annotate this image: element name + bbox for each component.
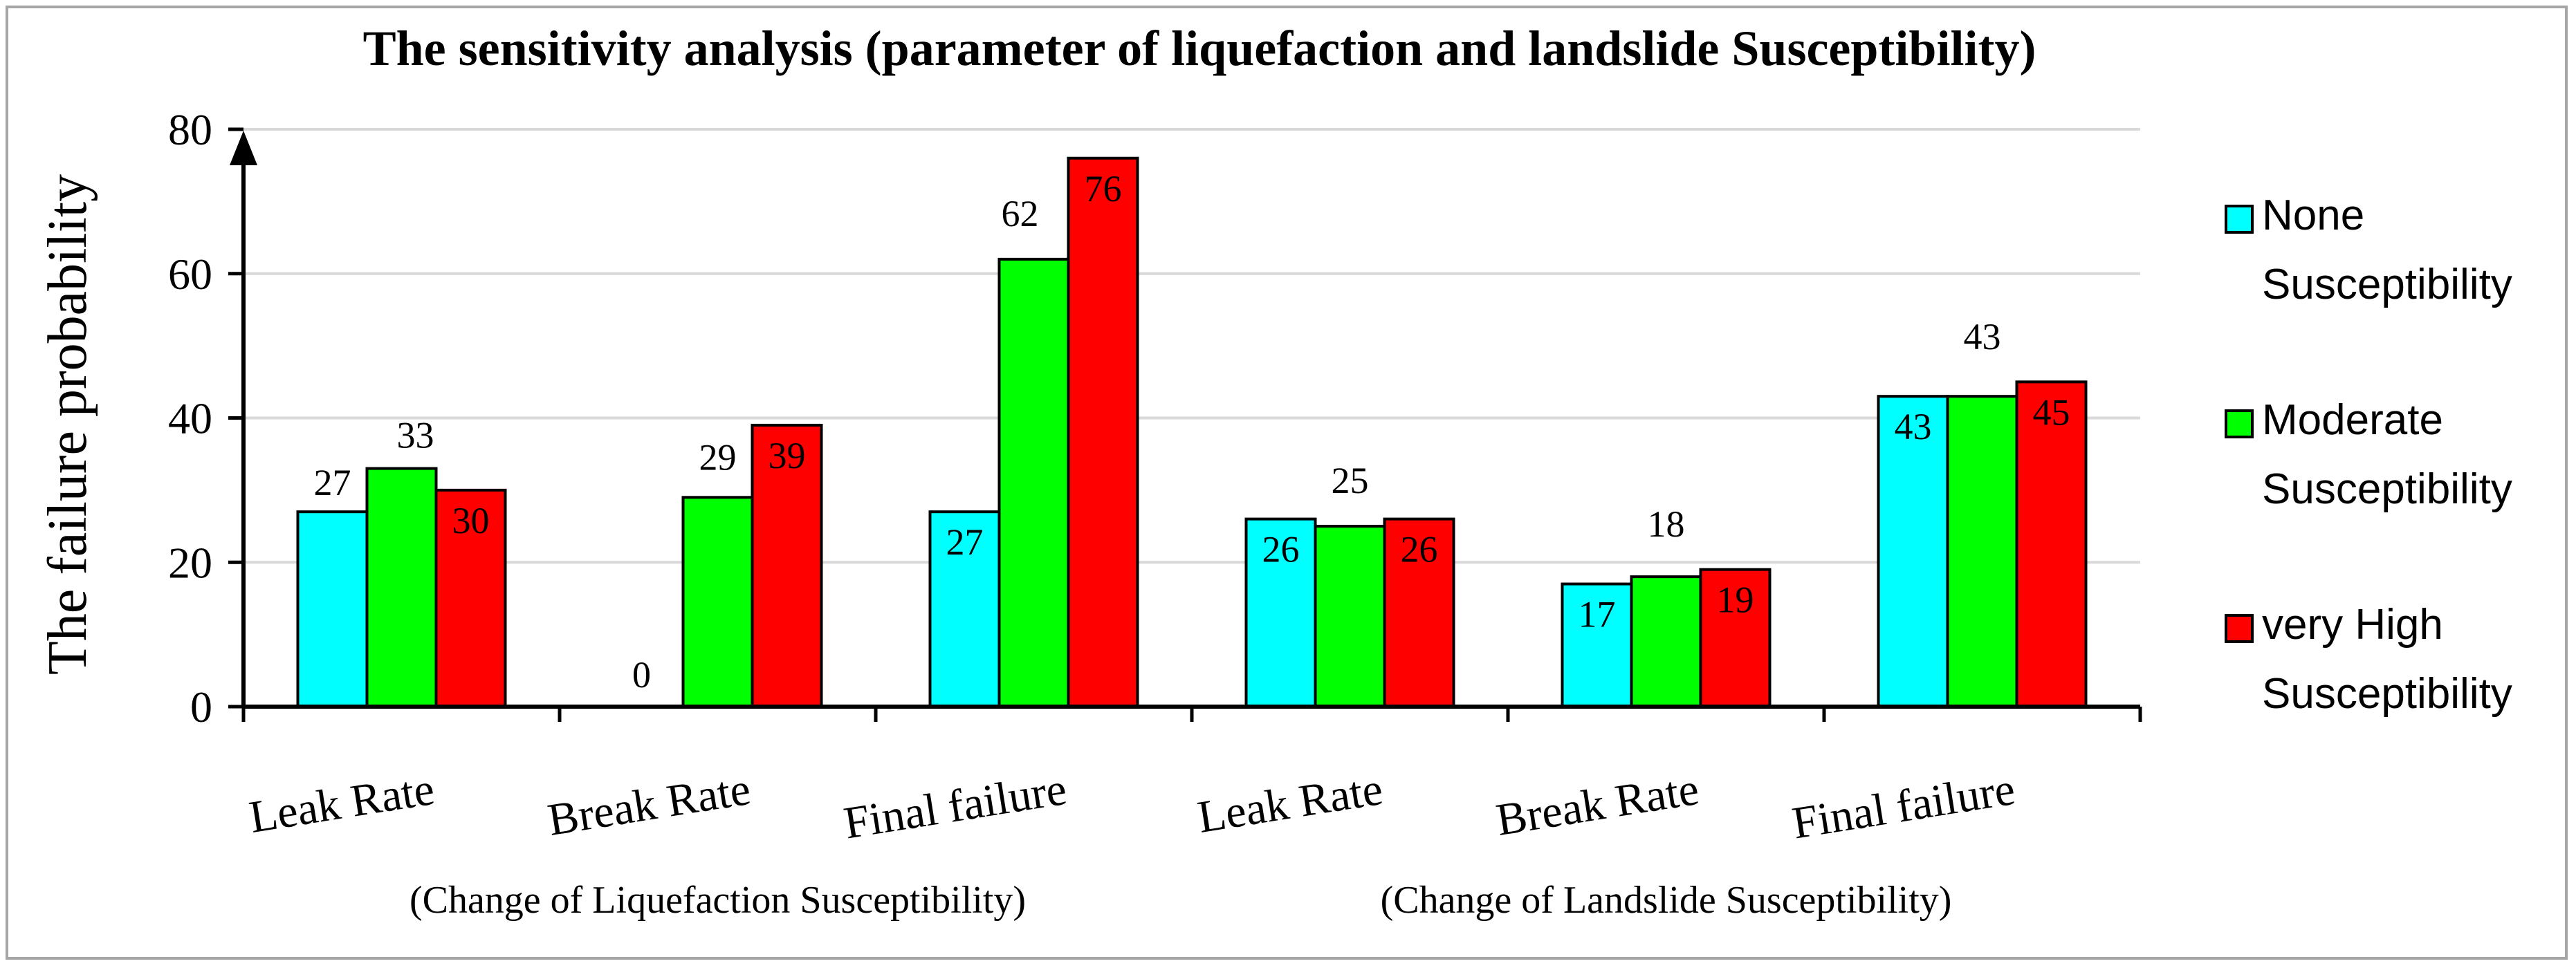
legend-label-1: None <box>2262 192 2364 239</box>
bar-2-4 <box>1314 525 1386 708</box>
x-category-label: Final failure <box>1789 764 2018 849</box>
axes <box>228 127 2142 722</box>
data-label-3-2: 39 <box>769 435 806 476</box>
y-tick-label: 0 <box>190 682 212 732</box>
gridlines <box>243 128 2140 564</box>
data-label-2-5: 18 <box>1648 503 1685 545</box>
data-label-2-1: 33 <box>397 415 434 456</box>
y-tick-label: 40 <box>168 394 212 443</box>
group-label: (Change of Liquefaction Susceptibility) <box>410 879 1026 922</box>
bar-2-2 <box>681 496 754 708</box>
y-tick-label: 20 <box>168 538 212 587</box>
y-tick-label: 80 <box>168 105 212 154</box>
legend-swatch-1 <box>2225 205 2254 234</box>
bar-3-6 <box>2015 380 2088 708</box>
bar-2-1 <box>365 467 438 708</box>
data-label-1-4: 26 <box>1262 529 1300 570</box>
data-label-3-6: 45 <box>2033 391 2070 433</box>
group-label: (Change of Landslide Susceptibility) <box>1381 879 1952 922</box>
data-label-2-4: 25 <box>1332 460 1369 501</box>
bar-2-5 <box>1630 575 1702 708</box>
bar-3-3 <box>1067 156 1139 708</box>
bar-1-1 <box>296 510 369 708</box>
bars <box>296 156 2088 708</box>
bar-3-2 <box>751 423 823 708</box>
bar-chart: The sensitivity analysis (parameter of l… <box>37 21 2512 922</box>
legend-swatch-3 <box>2225 614 2254 643</box>
bar-1-5 <box>1561 582 1633 708</box>
data-label-1-6: 43 <box>1895 406 1932 447</box>
bar-3-4 <box>1383 517 1455 708</box>
legend-label-3: very High <box>2262 601 2443 649</box>
x-category-label: Leak Rate <box>246 764 437 843</box>
y-axis-label: The failure probability <box>37 174 98 675</box>
legend-label-1: Susceptibility <box>2262 261 2512 308</box>
legend-label-2: Moderate <box>2262 396 2443 444</box>
data-label-2-3: 62 <box>1002 193 1039 234</box>
x-category-label: Break Rate <box>1493 764 1702 846</box>
data-label-1-5: 17 <box>1579 594 1616 635</box>
data-label-1-2: 0 <box>632 654 651 696</box>
bar-2-3 <box>997 257 1070 708</box>
legend-label-3: Susceptibility <box>2262 670 2512 718</box>
data-label-3-3: 76 <box>1085 168 1122 210</box>
data-label-1-3: 27 <box>946 521 984 563</box>
data-label-2-2: 29 <box>699 436 737 478</box>
bar-2-6 <box>1946 395 2018 708</box>
data-label-3-1: 30 <box>452 500 490 541</box>
data-label-3-5: 19 <box>1717 579 1754 621</box>
bar-1-3 <box>928 510 1001 708</box>
y-tick-labels: 0 20 40 60 80 <box>168 105 212 732</box>
legend: None Susceptibility Moderate Susceptibility… <box>2225 192 2512 718</box>
legend-swatch-2 <box>2225 409 2254 438</box>
y-tick-label: 60 <box>168 250 212 299</box>
group-labels: (Change of Liquefaction Susceptibility) (… <box>410 879 1951 922</box>
x-category-label: Leak Rate <box>1194 764 1386 843</box>
bar-1-6 <box>1877 395 1949 708</box>
bar-3-1 <box>434 488 507 708</box>
chart-title: The sensitivity analysis (parameter of l… <box>363 21 2036 76</box>
x-category-label: Final failure <box>840 764 1070 849</box>
data-labels: 27 0 27 26 17 43 33 29 62 25 18 43 30 39 76 26 19 45 <box>314 168 2070 696</box>
x-category-labels: Leak Rate Break Rate Final failure Leak Rat… <box>246 764 2018 849</box>
data-label-2-6: 43 <box>1964 316 2001 357</box>
x-category-label: Break Rate <box>544 764 754 846</box>
chart-frame: The sensitivity analysis (parameter of l… <box>6 6 2568 960</box>
legend-label-2: Susceptibility <box>2262 465 2512 513</box>
data-label-3-4: 26 <box>1401 529 1438 570</box>
y-axis-arrow <box>230 131 257 165</box>
data-label-1-1: 27 <box>314 462 351 503</box>
bar-3-5 <box>1699 568 1772 708</box>
